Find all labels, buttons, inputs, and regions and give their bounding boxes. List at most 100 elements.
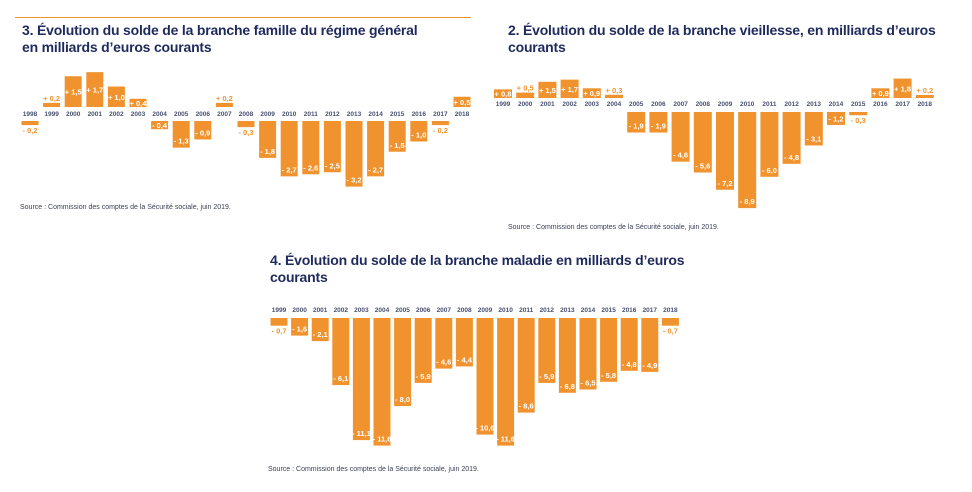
data-label: - 11,6 — [496, 435, 515, 444]
bar-2012 — [538, 318, 556, 383]
year-tick-label: 2011 — [519, 307, 533, 314]
year-tick-label: 2010 — [740, 101, 755, 108]
bar-2016 — [871, 88, 890, 98]
year-tick-label: 2006 — [416, 307, 431, 314]
bar-2018 — [915, 95, 934, 98]
bar-1998 — [21, 121, 39, 126]
bar-2009 — [476, 318, 494, 435]
data-label: - 5,8 — [601, 371, 616, 380]
data-label: - 4,6 — [436, 358, 451, 367]
data-label: + 1,7 — [561, 85, 578, 94]
bar-2006 — [194, 121, 212, 140]
chart-title-famille: 3. Évolution du solde de la branche fami… — [22, 22, 418, 56]
year-tick-label: 2009 — [718, 101, 733, 108]
bar-2013 — [345, 121, 363, 187]
bar-2010 — [497, 318, 515, 446]
bar-2004 — [151, 121, 169, 130]
data-label: - 4,6 — [673, 151, 688, 160]
bar-2009 — [716, 112, 734, 190]
data-label: + 0,2 — [916, 86, 933, 95]
bar-2003 — [352, 318, 370, 441]
bar-2012 — [323, 121, 341, 173]
year-tick-label: 2012 — [784, 101, 799, 108]
source-maladie: Source : Commission des comptes de la Sé… — [268, 466, 479, 473]
data-label: - 1,0 — [411, 131, 426, 140]
data-label: - 6,1 — [333, 374, 348, 383]
bar-1999 — [43, 102, 61, 107]
bar-2001 — [311, 318, 329, 342]
bar-2013 — [558, 318, 576, 393]
year-tick-label: 2010 — [282, 111, 297, 118]
data-label: - 4,8 — [784, 153, 799, 162]
year-tick-label: 2002 — [334, 307, 349, 314]
data-label: - 0,2 — [433, 126, 448, 135]
bar-2004 — [373, 318, 391, 446]
data-label: - 2,6 — [303, 163, 318, 172]
bar-2006 — [414, 318, 432, 383]
year-tick-label: 2009 — [260, 111, 275, 118]
bar-2011 — [302, 121, 320, 175]
year-tick-label: 2008 — [239, 111, 254, 118]
data-label: - 2,5 — [325, 161, 340, 170]
bar-2017 — [641, 318, 659, 372]
title-line: courants — [270, 269, 328, 285]
year-tick-label: 2008 — [457, 307, 472, 314]
year-tick-label: 2018 — [918, 101, 933, 108]
data-label: - 1,2 — [828, 114, 843, 123]
bar-2001 — [538, 81, 557, 98]
bar-2001 — [86, 72, 104, 107]
year-tick-label: 2003 — [131, 111, 146, 118]
data-label: + 0,2 — [216, 94, 233, 103]
title-line: 4. Évolution du solde de la branche mala… — [270, 252, 685, 268]
bar-2009 — [259, 121, 277, 158]
data-label: - 4,8 — [622, 360, 637, 369]
data-label: + 1,5 — [65, 88, 82, 97]
data-label: - 6,5 — [580, 379, 595, 388]
data-label: - 0,4 — [152, 121, 168, 130]
data-label: - 2,7 — [368, 165, 383, 174]
year-tick-label: 2003 — [585, 101, 600, 108]
data-label: - 1,8 — [260, 147, 275, 156]
year-tick-label: 2001 — [313, 307, 328, 314]
year-tick-label: 2017 — [433, 111, 448, 118]
bar-2000 — [291, 318, 309, 336]
source-vieillesse: Source : Commission des comptes de la Sé… — [508, 224, 719, 231]
year-tick-label: 2008 — [696, 101, 711, 108]
year-tick-label: 2005 — [395, 307, 410, 314]
bar-2006 — [649, 112, 668, 133]
year-tick-label: 2000 — [66, 111, 81, 118]
data-label: - 3,2 — [346, 176, 361, 185]
data-label: + 0,5 — [517, 84, 534, 93]
year-tick-label: 2009 — [478, 307, 493, 314]
year-tick-label: 2002 — [562, 101, 577, 108]
data-label: - 4,9 — [642, 361, 657, 370]
bar-2002 — [560, 79, 579, 98]
data-label: + 0,3 — [606, 86, 623, 95]
year-tick-label: 2013 — [807, 101, 822, 108]
year-tick-label: 2010 — [498, 307, 513, 314]
top-rule — [15, 17, 471, 18]
data-label: - 1,6 — [292, 325, 307, 334]
bar-2015 — [600, 318, 618, 382]
year-tick-label: 2013 — [347, 111, 362, 118]
source-famille: Source : Commission des comptes de la Sé… — [20, 204, 231, 211]
year-tick-label: 2007 — [673, 101, 688, 108]
data-label: + 1,0 — [108, 93, 125, 102]
year-tick-label: 2015 — [390, 111, 405, 118]
title-line: en milliards d’euros courants — [22, 39, 212, 55]
data-label: - 11,6 — [373, 435, 392, 444]
bar-2002 — [332, 318, 350, 386]
data-label: - 10,6 — [475, 424, 494, 433]
data-label: - 0,7 — [663, 327, 678, 336]
bar-2014 — [827, 112, 845, 125]
data-label: - 0,7 — [271, 327, 286, 336]
data-label: - 1,9 — [651, 122, 666, 131]
bar-2013 — [804, 112, 823, 146]
year-tick-label: 2001 — [540, 101, 555, 108]
year-tick-label: 2005 — [629, 101, 644, 108]
title-line: 2. Évolution du solde de la branche viei… — [508, 22, 936, 38]
data-label: - 5,6 — [695, 161, 710, 170]
bar-2017 — [893, 78, 912, 98]
data-label: - 8,0 — [395, 395, 410, 404]
data-label: + 1,8 — [894, 84, 911, 93]
